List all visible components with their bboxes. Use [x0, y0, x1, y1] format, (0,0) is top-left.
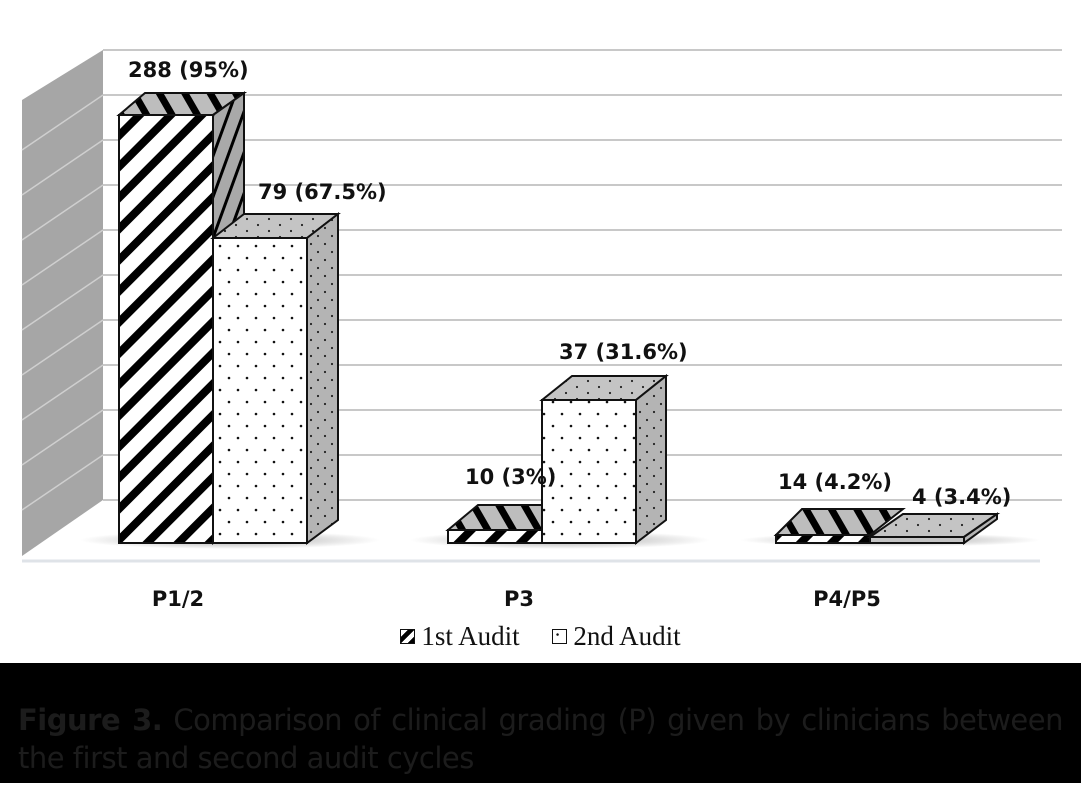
category-label-p3: P3 — [504, 587, 534, 611]
legend-label: 2nd Audit — [573, 621, 681, 651]
side-wall-gridlines — [21, 94, 104, 511]
caption-text: Comparison of clinical grading (P) given… — [18, 703, 1064, 775]
category-label-p12: P1/2 — [152, 587, 204, 611]
legend-label: 1st Audit — [421, 621, 520, 651]
bar-chart: 288 (95%) 79 (67.5%) 10 (3%) 37 (31.6%) … — [21, 49, 1062, 611]
data-label-p12-1st: 288 (95%) — [128, 58, 249, 82]
data-label-p3-2nd: 37 (31.6%) — [559, 340, 688, 364]
dotted-swatch-icon — [552, 629, 568, 644]
diagonal-stripe-swatch-icon — [400, 629, 416, 644]
data-label-p12-2nd: 79 (67.5%) — [258, 180, 387, 204]
legend: 1st Audit 2nd Audit — [0, 620, 1081, 652]
caption-label: Figure 3. — [18, 703, 163, 737]
legend-item-2nd-audit: 2nd Audit — [552, 621, 681, 652]
bar-p3-2nd-audit — [539, 373, 669, 546]
category-label-p45: P4/P5 — [813, 587, 881, 611]
data-label-p45-1st: 14 (4.2%) — [778, 470, 892, 494]
data-label-p45-2nd: 4 (3.4%) — [912, 485, 1011, 509]
bar-p12-2nd-audit — [210, 211, 341, 545]
data-label-p3-1st: 10 (3%) — [465, 465, 556, 489]
legend-item-1st-audit: 1st Audit — [400, 621, 520, 652]
figure-caption: Figure 3. Comparison of clinical grading… — [0, 663, 1081, 783]
bar-p45-2nd-audit — [866, 512, 1001, 545]
